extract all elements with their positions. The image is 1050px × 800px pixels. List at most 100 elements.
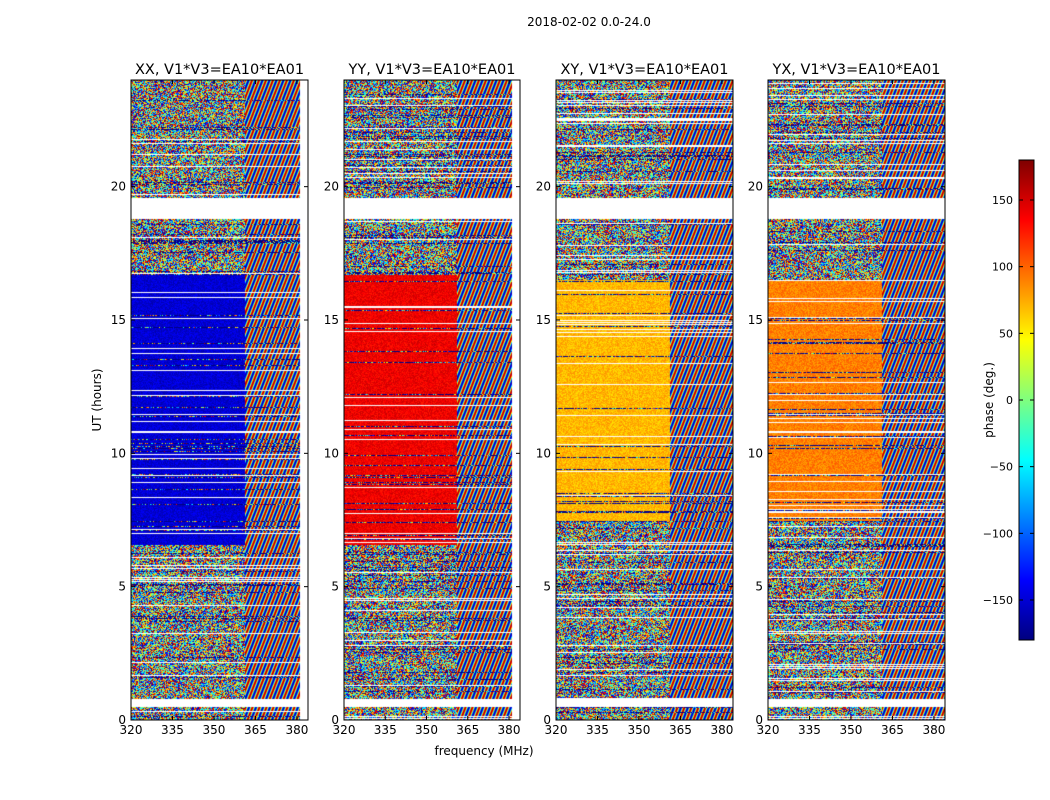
svg-text:5: 5: [331, 580, 339, 594]
x-tick: 350: [203, 80, 225, 737]
y-tick: 0: [755, 713, 945, 727]
figure-title: 2018-02-02 0.0-24.0: [527, 15, 651, 29]
panel-title: YX, V1*V3=EA10*EA01: [771, 62, 940, 78]
x-tick: 320: [545, 80, 568, 737]
x-ticks: 320 335 350 365 380: [333, 80, 521, 737]
svg-text:5: 5: [755, 580, 763, 594]
x-tick: 380: [710, 80, 733, 737]
x-ticks: 320 335 350 365 380: [120, 80, 308, 737]
y-tick: 0: [543, 713, 733, 727]
svg-text:0: 0: [1006, 394, 1013, 407]
y-tick: 5: [331, 580, 520, 594]
svg-text:100: 100: [992, 261, 1013, 274]
heatmap-image: [344, 80, 520, 720]
svg-text:20: 20: [536, 180, 551, 194]
svg-text:5: 5: [543, 580, 551, 594]
colorbar-tick: 100: [992, 261, 1034, 274]
y-tick: 10: [748, 446, 945, 460]
svg-text:365: 365: [244, 723, 267, 737]
svg-text:20: 20: [748, 180, 763, 194]
svg-text:380: 380: [710, 723, 733, 737]
svg-text:365: 365: [881, 723, 904, 737]
svg-text:0: 0: [755, 713, 763, 727]
x-axis-label: frequency (MHz): [434, 744, 533, 758]
y-tick: 10: [536, 446, 733, 460]
svg-text:380: 380: [498, 723, 521, 737]
y-tick: 0: [331, 713, 520, 727]
svg-text:0: 0: [543, 713, 551, 727]
panel-title: YY, V1*V3=EA10*EA01: [348, 62, 516, 78]
svg-text:320: 320: [333, 723, 356, 737]
x-tick: 380: [498, 80, 521, 737]
y-tick: 10: [324, 446, 520, 460]
colorbar-label: phase (deg.): [982, 362, 996, 438]
x-tick: 335: [374, 80, 397, 737]
colorbar-tick: 0: [1006, 394, 1034, 407]
svg-text:15: 15: [748, 313, 763, 327]
x-tick: 335: [586, 80, 609, 737]
svg-text:335: 335: [374, 723, 397, 737]
colorbar: 150 100 50 0 −50 −100 −150 phase (deg.): [982, 159, 1035, 641]
x-tick: 335: [161, 80, 184, 737]
x-tick: 320: [333, 80, 356, 737]
y-tick: 0: [118, 713, 308, 727]
colorbar-tick: 150: [992, 194, 1034, 207]
svg-text:10: 10: [536, 446, 551, 460]
plot-frame: [130, 79, 309, 721]
svg-text:5: 5: [118, 580, 126, 594]
y-ticks: 0 5 10 15 20: [536, 180, 733, 727]
svg-text:0: 0: [118, 713, 126, 727]
panel-yy: YY, V1*V3=EA10*EA01 320 335 350 365 380 0 5 10…: [324, 62, 534, 758]
y-tick: 20: [324, 180, 520, 194]
y-tick: 5: [543, 580, 733, 594]
svg-text:10: 10: [324, 446, 339, 460]
heatmap-image: [768, 80, 945, 720]
x-tick: 335: [798, 80, 821, 737]
panel-yx: YX, V1*V3=EA10*EA01 320 335 350 365 380 0 5 10…: [748, 62, 946, 737]
y-tick: 15: [536, 313, 733, 327]
svg-text:335: 335: [161, 723, 184, 737]
plot-frame: [343, 79, 521, 721]
y-tick: 20: [748, 180, 945, 194]
x-tick: 380: [285, 80, 308, 737]
panel-xx: XX, V1*V3=EA10*EA01 320 335 350 365 380 0 5 10…: [90, 62, 309, 737]
x-tick: 320: [757, 80, 779, 737]
svg-text:0: 0: [331, 713, 339, 727]
svg-text:15: 15: [324, 313, 339, 327]
y-axis-label: UT (hours): [90, 368, 104, 431]
svg-text:350: 350: [415, 723, 438, 737]
y-tick: 15: [324, 313, 520, 327]
colorbar-tick: −50: [990, 461, 1034, 474]
x-tick: 350: [840, 80, 863, 737]
svg-text:−100: −100: [983, 527, 1013, 540]
svg-text:320: 320: [545, 723, 568, 737]
svg-text:50: 50: [999, 327, 1013, 340]
colorbar-tick: −150: [983, 594, 1034, 607]
x-tick: 365: [244, 80, 267, 737]
svg-text:335: 335: [798, 723, 821, 737]
x-ticks: 320 335 350 365 380: [757, 80, 945, 737]
svg-text:335: 335: [586, 723, 609, 737]
svg-text:365: 365: [456, 723, 479, 737]
y-tick: 20: [536, 180, 733, 194]
panel-title: XY, V1*V3=EA10*EA01: [560, 62, 728, 78]
svg-text:15: 15: [536, 313, 551, 327]
svg-text:380: 380: [285, 723, 308, 737]
svg-text:380: 380: [922, 723, 945, 737]
y-ticks: 0 5 10 15 20: [111, 180, 308, 727]
x-tick: 380: [922, 80, 945, 737]
y-tick: 5: [755, 580, 945, 594]
panel-title: XX, V1*V3=EA10*EA01: [135, 62, 304, 78]
svg-text:350: 350: [840, 723, 863, 737]
svg-text:10: 10: [748, 446, 763, 460]
x-ticks: 320 335 350 365 380: [545, 80, 733, 737]
svg-text:10: 10: [111, 446, 126, 460]
x-tick: 320: [120, 80, 142, 737]
heatmap-image: [131, 80, 308, 720]
colorbar-tick: −100: [983, 527, 1034, 540]
y-tick: 20: [111, 180, 308, 194]
svg-text:−50: −50: [990, 461, 1013, 474]
svg-text:15: 15: [111, 313, 126, 327]
svg-text:365: 365: [669, 723, 692, 737]
